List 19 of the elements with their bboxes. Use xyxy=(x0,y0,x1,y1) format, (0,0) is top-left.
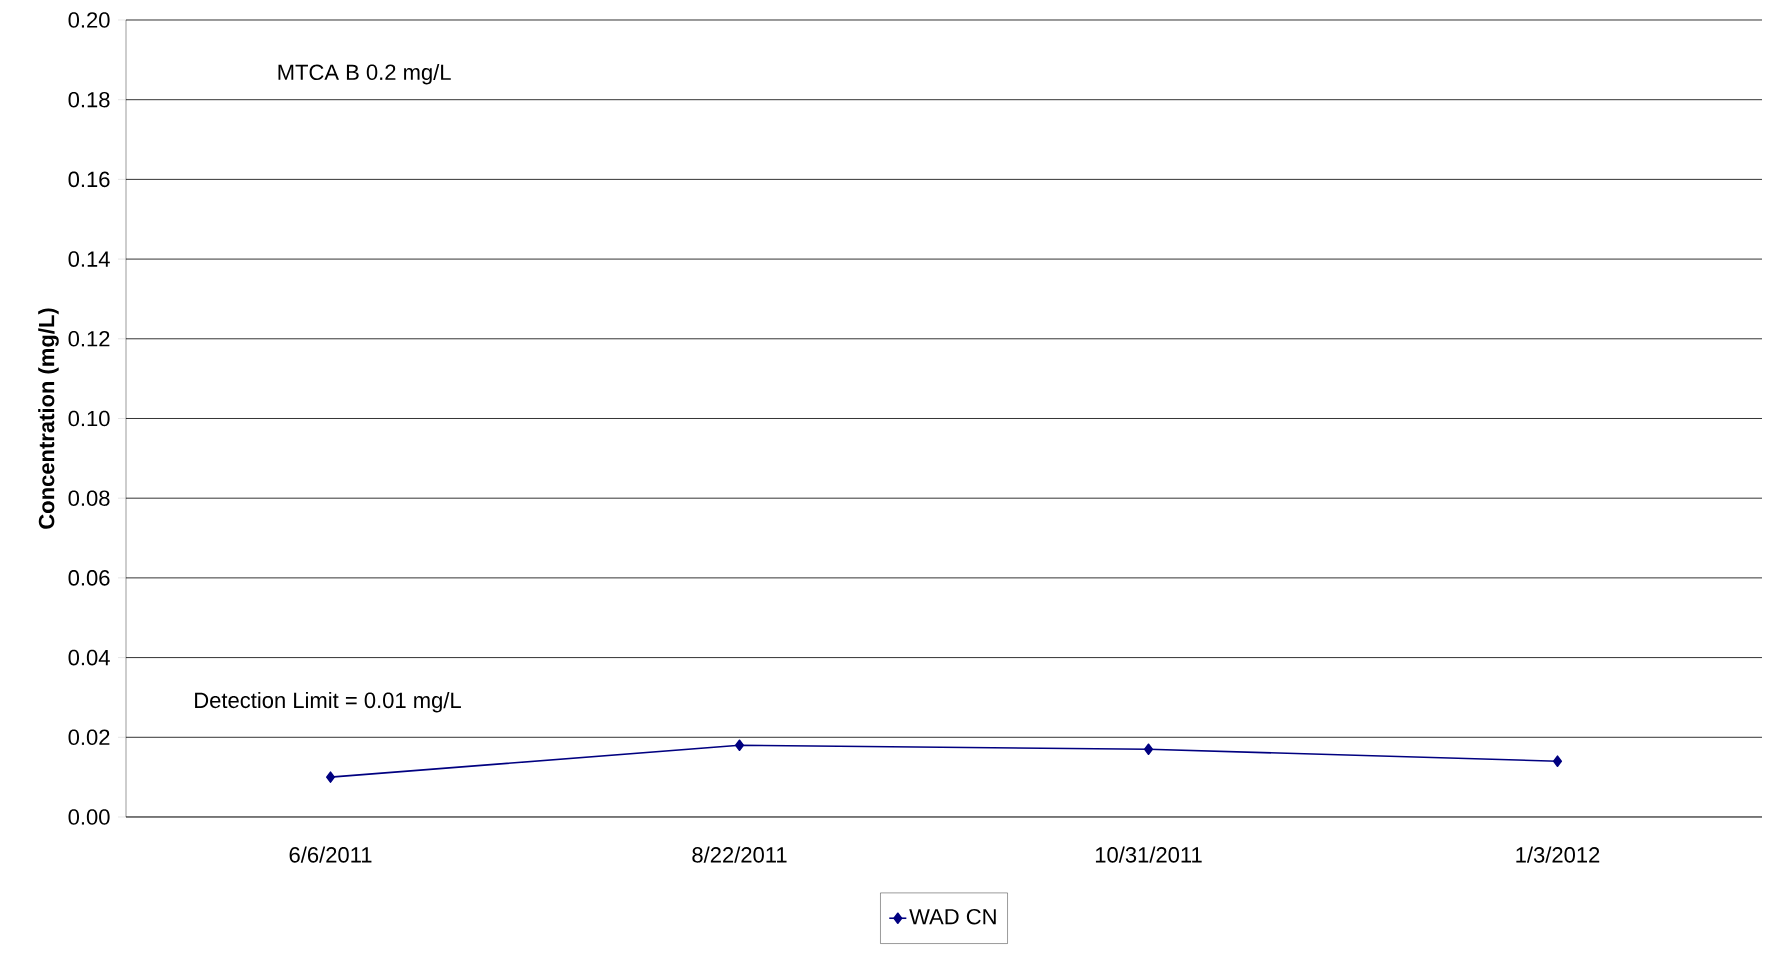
y-tick-label: 0.10 xyxy=(68,410,110,427)
y-tick-label: 0.06 xyxy=(68,570,110,586)
y-tick-label: 0.20 xyxy=(68,12,110,28)
x-tick-label: 1/3/2012 xyxy=(1516,846,1600,863)
y-tick-label: 0.04 xyxy=(68,649,110,666)
y-tick-label: 0.18 xyxy=(68,91,110,108)
y-tick-label: 0.16 xyxy=(68,171,110,188)
x-tick-label: 8/22/2011 xyxy=(692,846,787,863)
y-tick-label: 0.14 xyxy=(68,251,110,267)
legend-label: WAD CN xyxy=(909,908,996,925)
y-tick-label: 0.08 xyxy=(68,490,110,506)
x-tick-label: 10/31/2011 xyxy=(1095,846,1202,863)
annotation: Detection Limit = 0.01 mg/L xyxy=(195,691,461,713)
y-axis-title: Concentration (mg/L) xyxy=(38,308,59,529)
y-tick-label: 0.00 xyxy=(68,809,110,825)
y-tick-label: 0.12 xyxy=(68,330,110,347)
y-tick-label: 0.02 xyxy=(68,729,110,746)
annotation: MTCA B 0.2 mg/L xyxy=(278,63,451,85)
x-tick-label: 6/6/2011 xyxy=(289,846,372,863)
